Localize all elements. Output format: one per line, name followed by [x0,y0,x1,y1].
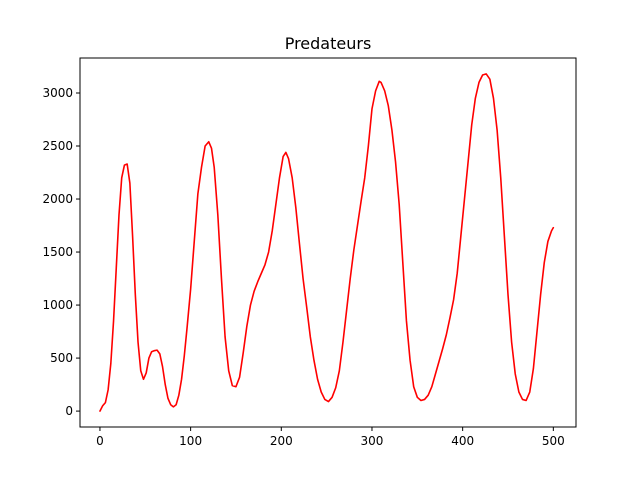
y-tick-label: 500 [50,351,73,365]
y-tick-label: 0 [65,404,73,418]
series-layer [99,73,555,412]
y-tick-label: 3000 [42,86,73,100]
chart-title: Predateurs [285,34,372,53]
plot-area [79,57,577,428]
y-axis: 0 500 1000 1500 2000 2500 3000 [42,86,80,418]
x-tick-label: 400 [451,434,474,448]
x-tick-label: 0 [96,434,104,448]
x-tick-label: 100 [179,434,202,448]
y-tick-label: 1000 [42,298,73,312]
x-tick-label: 200 [270,434,293,448]
x-tick-label: 300 [361,434,384,448]
x-tick-label: 500 [542,434,565,448]
y-tick-label: 2500 [42,139,73,153]
y-tick-label: 2000 [42,192,73,206]
x-axis: 0 100 200 300 400 500 [96,427,565,448]
axes-frame [79,57,577,428]
series-line-0 [99,73,555,412]
y-tick-label: 1500 [42,245,73,259]
